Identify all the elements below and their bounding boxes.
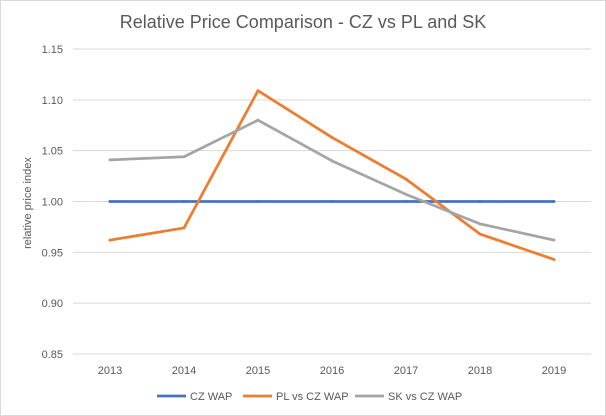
- data-point: [108, 200, 112, 203]
- y-tick-label: 0.95: [42, 247, 63, 259]
- data-point: [108, 238, 112, 242]
- legend: CZ WAP PL vs CZ WAP SK vs CZ WAP: [157, 391, 462, 403]
- y-axis-title: relative price index: [22, 157, 34, 249]
- x-tick-label: 2015: [246, 365, 270, 377]
- y-tick-label: 0.85: [42, 349, 63, 361]
- x-tick-label: 2018: [468, 365, 492, 377]
- data-point: [404, 200, 408, 203]
- legend-label: SK vs CZ WAP: [388, 391, 462, 403]
- data-point: [552, 258, 556, 261]
- data-point: [478, 200, 482, 203]
- x-axis-ticks: 2013 2014 2015 2016 2017 2018 2019: [98, 365, 566, 377]
- y-tick-label: 1.00: [42, 197, 63, 209]
- x-tick-label: 2013: [98, 365, 122, 377]
- data-point: [330, 200, 334, 203]
- legend-label: CZ WAP: [190, 391, 232, 403]
- data-point: [182, 155, 186, 159]
- data-point: [404, 177, 408, 181]
- data-point: [552, 238, 556, 242]
- data-point: [330, 136, 334, 139]
- y-axis-ticks: 0.85 0.90 0.95 1.00 1.05 1.10 1.15: [42, 44, 63, 361]
- x-tick-label: 2014: [172, 365, 196, 377]
- series-lines: [108, 89, 556, 261]
- y-tick-label: 1.05: [42, 146, 63, 158]
- legend-label: PL vs CZ WAP: [276, 391, 349, 403]
- data-point: [552, 200, 556, 203]
- x-tick-label: 2017: [394, 365, 418, 377]
- series-line-1: [108, 89, 556, 261]
- data-point: [478, 232, 482, 236]
- data-point: [108, 158, 112, 162]
- y-tick-label: 1.15: [42, 44, 63, 56]
- data-point: [404, 192, 408, 196]
- data-point: [182, 226, 186, 230]
- data-point: [478, 222, 482, 226]
- y-tick-label: 0.90: [42, 298, 63, 310]
- data-point: [182, 200, 186, 203]
- data-point: [256, 200, 260, 203]
- data-point: [330, 159, 334, 163]
- chart-title: Relative Price Comparison - CZ vs PL and…: [120, 12, 486, 32]
- data-point: [256, 89, 260, 93]
- x-tick-label: 2019: [542, 365, 566, 377]
- x-tick-label: 2016: [320, 365, 344, 377]
- data-point: [256, 118, 260, 122]
- y-tick-label: 1.10: [42, 95, 63, 107]
